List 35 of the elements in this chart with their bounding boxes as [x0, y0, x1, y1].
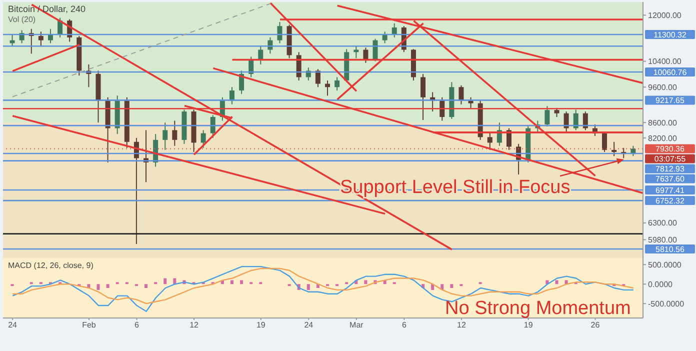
y-tick-label: 6300.00: [648, 218, 678, 228]
y-tick-label: 0.0000: [648, 280, 674, 289]
ref-line-label: 11300.32: [654, 30, 687, 40]
ref-line-label: 7637.60: [656, 174, 686, 184]
x-tick-label: Mar: [350, 320, 364, 330]
x-tick-label: Feb: [82, 320, 96, 330]
chart-title: Bitcoin / Dollar, 240: [8, 4, 86, 14]
y-tick-label: -500.0000: [648, 299, 685, 308]
y-tick-label: 12000.00: [648, 11, 682, 20]
x-tick-label: 12: [190, 320, 200, 330]
ref-line-label: 6752.32: [656, 196, 686, 206]
ref-line-label: 9217.65: [656, 96, 686, 106]
x-tick-label: 24: [8, 320, 18, 330]
ref-line-label: 10060.76: [653, 68, 688, 77]
y-tick-label: 8600.00: [648, 118, 678, 128]
x-tick-label: 19: [524, 320, 534, 330]
x-tick-label: 26: [590, 320, 600, 330]
x-tick-label: 6: [402, 320, 407, 330]
ref-line-label: 6977.41: [656, 186, 686, 195]
x-tick-label: 24: [304, 320, 314, 330]
y-tick-label: 10400.00: [648, 57, 682, 66]
y-tick-label: 500.0000: [648, 260, 682, 270]
ref-line-label: 5810.56: [656, 244, 686, 254]
ref-line-label: 7812.93: [656, 164, 686, 174]
text: Vol (20): [8, 15, 36, 24]
x-tick-label: 19: [256, 320, 266, 330]
text: 03:07:55: [654, 154, 686, 164]
annotation: No Strong Momentum: [445, 298, 631, 319]
y-tick-label: 9600.00: [648, 82, 678, 92]
y-tick-label: 8200.00: [648, 134, 678, 143]
x-tick-label: 6: [134, 320, 140, 330]
chart-title: MACD (12, 26, close, 9): [8, 261, 94, 270]
ref-line-label: 7930.36: [656, 144, 686, 154]
y-tick-label: 5980.00: [648, 236, 678, 245]
x-tick-label: 12: [457, 320, 467, 330]
